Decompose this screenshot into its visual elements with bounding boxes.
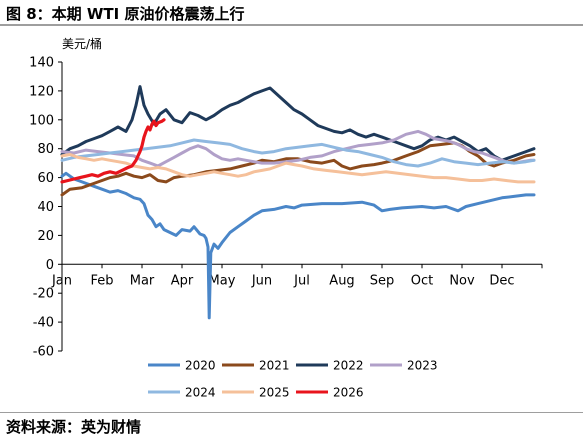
legend: 2020 2021 2022 2023 2024 2025 2026 bbox=[148, 359, 438, 400]
legend-label-2026: 2026 bbox=[333, 386, 364, 400]
x-tick-label: Aug bbox=[329, 273, 354, 288]
y-tick-label: 120 bbox=[29, 84, 54, 99]
y-tick-label: 40 bbox=[37, 200, 54, 215]
y-tick-label: -40 bbox=[33, 316, 54, 331]
x-tick-label: Dec bbox=[489, 273, 514, 288]
y-tick-label: 0 bbox=[46, 258, 54, 273]
axes bbox=[58, 61, 543, 352]
y-tick-label: 100 bbox=[29, 113, 54, 128]
x-tick-labels: Jan Feb Mar Apr May Jun Jul Aug Sep Oct Nov Dec bbox=[51, 273, 515, 288]
x-tick-label: May bbox=[209, 273, 236, 288]
legend-label-2021: 2021 bbox=[259, 359, 290, 373]
x-tick-label: Jun bbox=[251, 273, 272, 288]
series-line-2025 bbox=[60, 153, 536, 184]
y-tick-label: -20 bbox=[33, 287, 54, 302]
legend-label-2025: 2025 bbox=[259, 386, 290, 400]
y-tick-label: -60 bbox=[33, 345, 54, 360]
x-tick-label: Feb bbox=[90, 273, 113, 288]
x-tick-label: Sep bbox=[370, 273, 395, 288]
y-tick-label: 140 bbox=[29, 56, 54, 71]
x-tick-label: Oct bbox=[411, 273, 433, 288]
title-rule bbox=[0, 24, 583, 26]
x-tick-label: Mar bbox=[130, 273, 155, 288]
source-note: 资料来源：英为财情 bbox=[6, 418, 142, 436]
source-rule bbox=[0, 412, 583, 413]
series-line-2023 bbox=[60, 129, 536, 168]
x-tick-label: Nov bbox=[449, 273, 475, 288]
series-line-2026 bbox=[60, 118, 166, 184]
legend-label-2024: 2024 bbox=[185, 386, 216, 400]
legend-label-2022: 2022 bbox=[333, 359, 364, 373]
x-tick-label: Apr bbox=[171, 273, 194, 288]
y-tick-label: 20 bbox=[37, 229, 54, 244]
y-tick-labels: 140 120 100 80 60 40 20 0 -20 -40 -60 bbox=[29, 56, 54, 360]
legend-label-2023: 2023 bbox=[407, 359, 438, 373]
series-line-2020 bbox=[60, 171, 536, 320]
y-axis-unit: 美元/桶 bbox=[62, 36, 102, 51]
series-line-2022 bbox=[60, 85, 536, 162]
y-tick-label: 60 bbox=[37, 171, 54, 186]
figure-title: 图 8：本期 WTI 原油价格震荡上行 bbox=[6, 5, 245, 23]
series-lines bbox=[60, 85, 536, 320]
legend-label-2020: 2020 bbox=[185, 359, 216, 373]
x-tick-label: Jul bbox=[293, 273, 310, 288]
y-tick-label: 80 bbox=[37, 142, 54, 157]
